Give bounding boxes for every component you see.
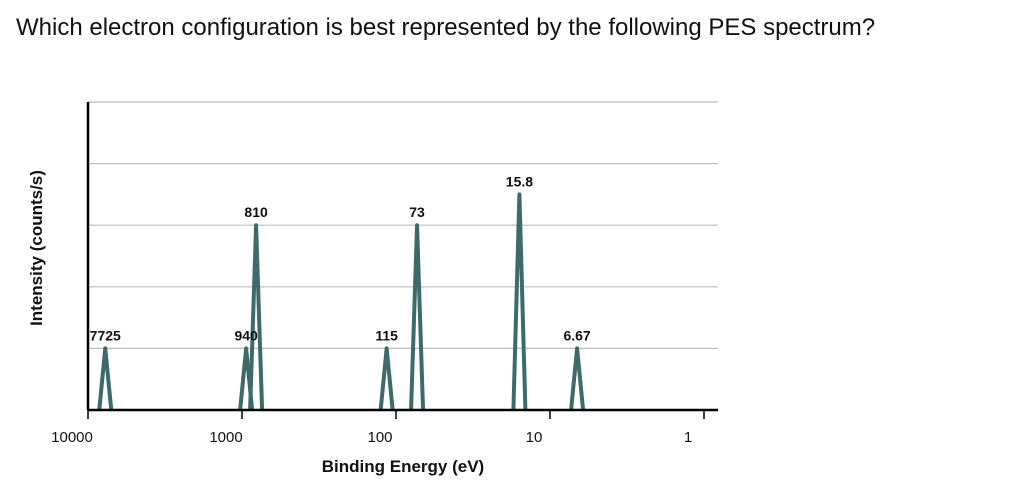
- peak: [378, 346, 395, 411]
- x-tick-label: 10: [526, 429, 543, 446]
- x-tick-label: 1000: [209, 429, 242, 446]
- question-text: Which electron configuration is best rep…: [16, 14, 876, 41]
- peak: [511, 192, 528, 411]
- peak: [409, 223, 426, 411]
- data-labels: 7725 940 810 115 73 15.8 6.67: [90, 173, 591, 343]
- peak: [248, 223, 265, 411]
- x-tick-label: 1: [684, 429, 692, 446]
- peaks: [97, 192, 586, 411]
- peak-label: 15.8: [506, 173, 533, 189]
- peak: [569, 346, 586, 411]
- peak-label: 7725: [90, 327, 121, 343]
- peak: [97, 346, 114, 411]
- gridlines: [88, 101, 718, 349]
- x-tick-label: 10000: [51, 429, 93, 446]
- x-tick-label: 100: [367, 429, 392, 446]
- peak-label: 6.67: [563, 327, 590, 343]
- peak-label: 940: [234, 327, 258, 343]
- peak-label: 115: [375, 327, 398, 343]
- y-axis-label: Intensity (counts/s): [27, 170, 46, 326]
- peak-label: 810: [244, 204, 268, 220]
- peak-label: 73: [409, 204, 425, 220]
- x-ticks: 10000 1000 100 10 1: [51, 410, 705, 446]
- x-axis-label: Binding Energy (eV): [322, 457, 484, 476]
- axes: [86, 102, 718, 412]
